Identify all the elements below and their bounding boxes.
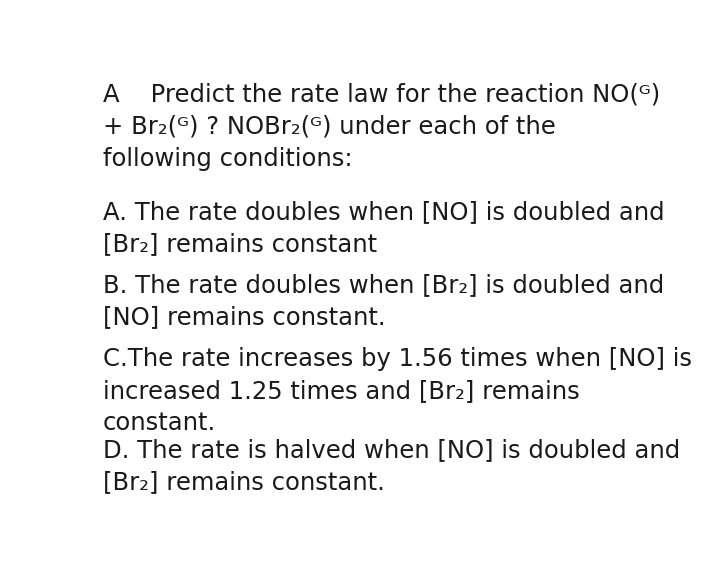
Text: [Br₂] remains constant: [Br₂] remains constant bbox=[102, 232, 376, 256]
Text: C.The rate increases by 1.56 times when [NO] is: C.The rate increases by 1.56 times when … bbox=[102, 347, 692, 371]
Text: [Br₂] remains constant.: [Br₂] remains constant. bbox=[102, 470, 384, 494]
Text: D. The rate is halved when [NO] is doubled and: D. The rate is halved when [NO] is doubl… bbox=[102, 438, 679, 462]
Text: A    Predict the rate law for the reaction NO(ᴳ): A Predict the rate law for the reaction … bbox=[102, 83, 660, 107]
Text: [NO] remains constant.: [NO] remains constant. bbox=[102, 306, 385, 329]
Text: + Br₂(ᴳ) ? NOBr₂(ᴳ) under each of the: + Br₂(ᴳ) ? NOBr₂(ᴳ) under each of the bbox=[102, 115, 555, 139]
Text: following conditions:: following conditions: bbox=[102, 147, 352, 171]
Text: B. The rate doubles when [Br₂] is doubled and: B. The rate doubles when [Br₂] is double… bbox=[102, 274, 664, 297]
Text: constant.: constant. bbox=[102, 412, 216, 435]
Text: increased 1.25 times and [Br₂] remains: increased 1.25 times and [Br₂] remains bbox=[102, 379, 579, 403]
Text: A. The rate doubles when [NO] is doubled and: A. The rate doubles when [NO] is doubled… bbox=[102, 200, 664, 224]
